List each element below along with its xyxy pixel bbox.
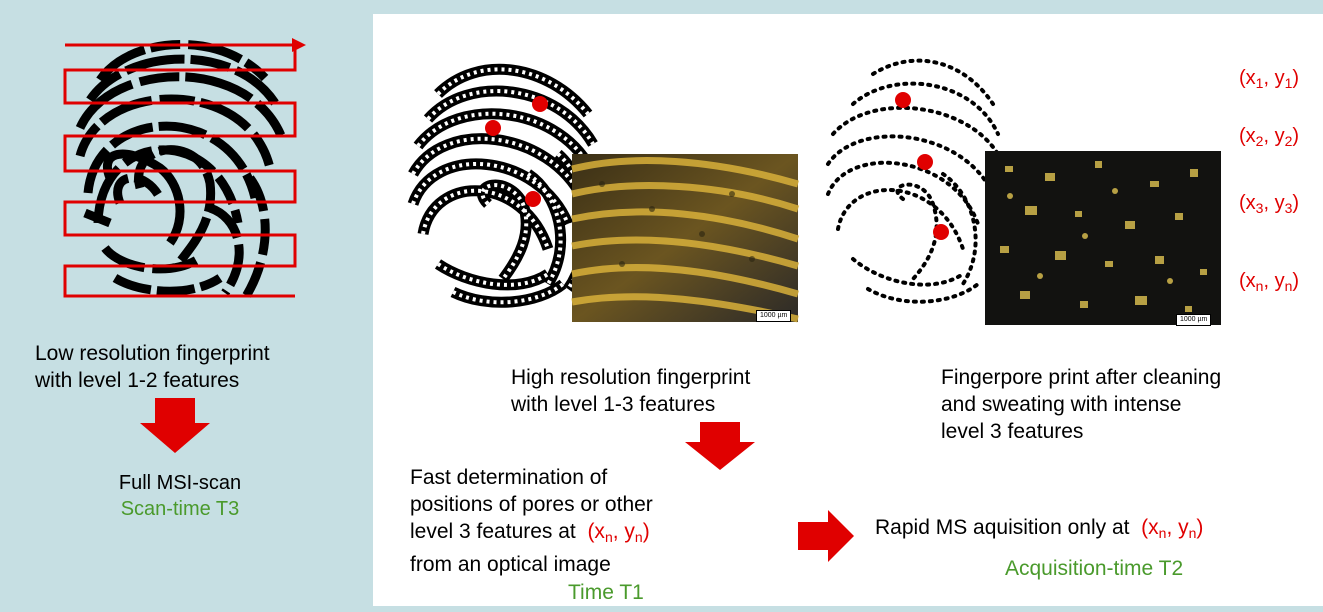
scan-arrowhead: [292, 38, 306, 52]
acquisition-time-t2: Acquisition-time T2: [1005, 557, 1184, 580]
full-msi-scan: Full MSI-scan: [118, 472, 242, 494]
rapid-ms-text: Rapid MS aquisition only at (xn, yn): [875, 516, 1204, 541]
down-arrow-left: [140, 398, 210, 453]
pore-point-2: [917, 154, 933, 170]
fast-determination-text: Fast determination of positions of pores…: [410, 466, 653, 576]
feature-point-1: [532, 96, 548, 112]
pore-point-1: [895, 92, 911, 108]
feature-point-2: [485, 120, 501, 136]
feature-point-3: [525, 191, 541, 207]
time-t1: Time T1: [568, 581, 644, 604]
optical-micrograph: [571, 154, 800, 323]
pore-micrograph: [985, 151, 1221, 325]
down-arrow-middle: [685, 422, 755, 470]
coord-n: (xn, yn): [1239, 270, 1300, 294]
scale-bar-middle: 1000 µm: [756, 310, 792, 322]
scan-path: [63, 43, 297, 298]
left-panel: Low resolution fingerprint with level 1-…: [10, 8, 353, 612]
fingerpore-caption: Fingerpore print after cleaning and swea…: [941, 366, 1222, 443]
high-res-fingerprint: [407, 63, 599, 308]
fingerpore-print: [826, 58, 1005, 304]
low-res-fingerprint: [63, 38, 306, 301]
right-panel-inner: 1000 µm: [373, 14, 1323, 606]
pore-point-3: [933, 224, 949, 240]
right-arrow: [798, 510, 854, 562]
coord-2: (x2, y2): [1239, 125, 1300, 149]
high-res-caption: High resolution fingerprint with level 1…: [511, 366, 751, 416]
scale-bar-right: 1000 µm: [1176, 314, 1212, 326]
coord-3: (x3, y3): [1239, 192, 1300, 216]
coord-1: (x1, y1): [1239, 67, 1300, 91]
right-panel: 1000 µm: [365, 8, 1323, 612]
scan-time-t3: Scan-time T3: [120, 498, 240, 520]
low-res-caption: Low resolution fingerprint with level 1-…: [35, 342, 270, 392]
